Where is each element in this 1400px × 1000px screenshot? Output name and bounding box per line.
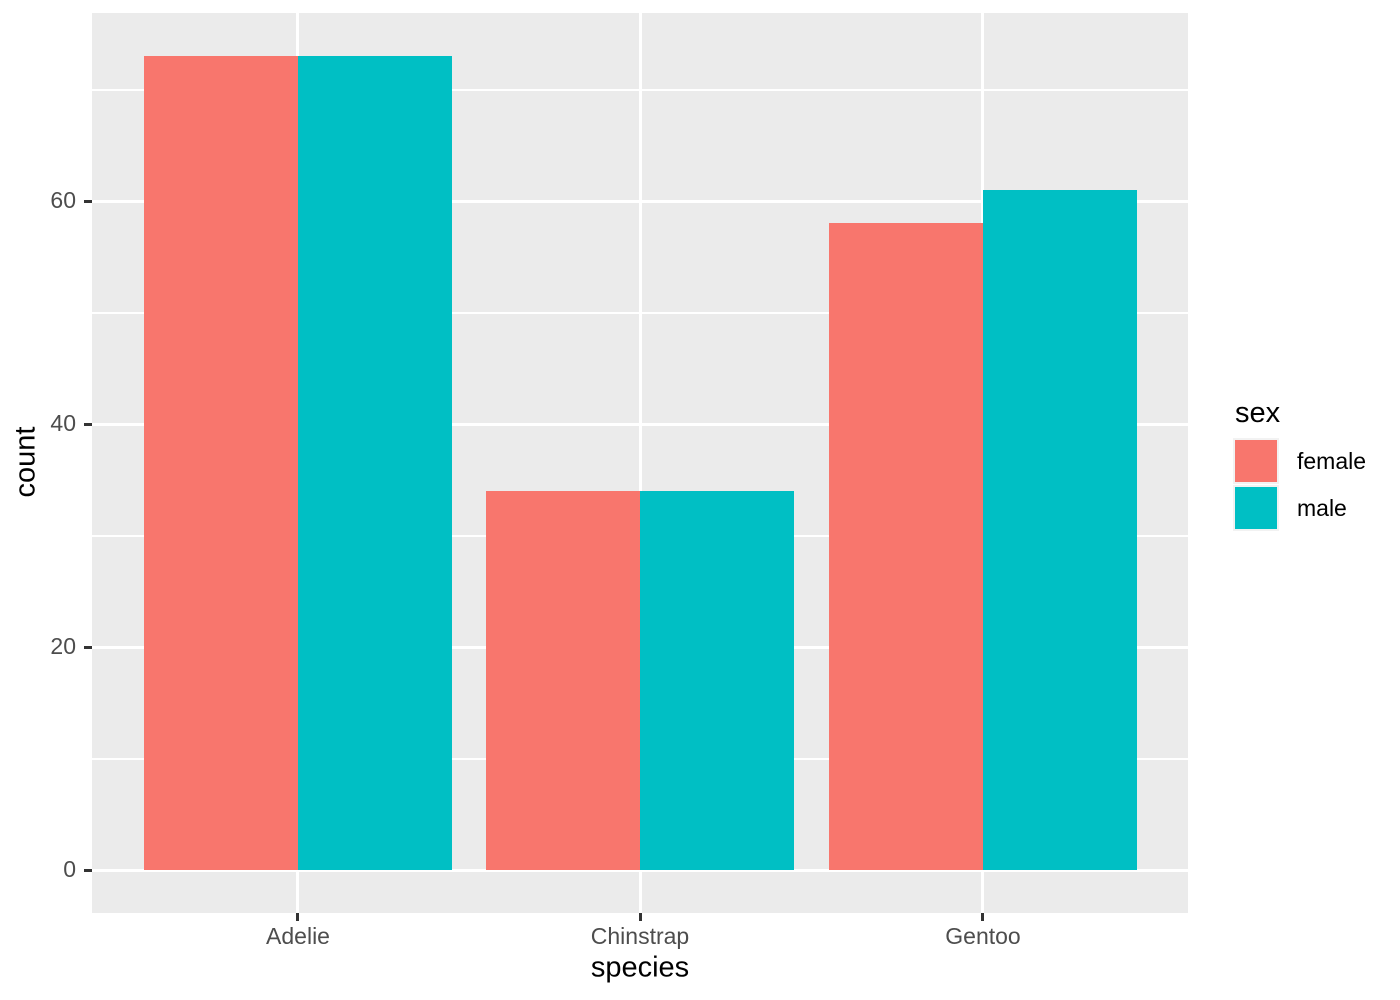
y-tick-label: 0	[63, 856, 76, 882]
legend-label-male: male	[1297, 495, 1347, 521]
y-tick-mark-40	[84, 422, 92, 426]
y-tick-label: 20	[50, 633, 76, 659]
legend-item-female: female	[1233, 438, 1366, 484]
bar-adelie-female	[143, 56, 298, 870]
bar-adelie-male	[297, 56, 452, 870]
x-tick-mark-chinstrap	[638, 913, 642, 921]
y-tick-label: 40	[50, 410, 76, 436]
x-axis-title: species	[590, 951, 690, 984]
plot-panel	[92, 13, 1188, 913]
y-axis-title: count	[9, 426, 42, 498]
legend: sex female male	[1233, 399, 1366, 532]
legend-key-male	[1233, 485, 1279, 531]
legend-swatch-male	[1235, 487, 1277, 529]
legend-label-female: female	[1297, 448, 1367, 474]
bar-gentoo-male	[982, 190, 1137, 870]
bar-gentoo-female	[828, 223, 983, 870]
y-tick-label: 60	[50, 187, 76, 213]
x-tick-mark-adelie	[296, 913, 299, 921]
legend-swatch-female	[1235, 440, 1277, 482]
legend-item-male: male	[1233, 485, 1366, 531]
gridline-x-major-chinstrap	[638, 13, 642, 913]
y-tick-mark-20	[84, 645, 92, 649]
x-tick-label: Gentoo	[945, 923, 1021, 949]
x-tick-label: Chinstrap	[590, 923, 690, 949]
x-tick-label: Adelie	[266, 923, 330, 949]
y-tick-mark-0	[84, 868, 92, 872]
bar-chinstrap-male	[640, 491, 794, 870]
legend-title: sex	[1235, 397, 1281, 429]
y-tick-mark-60	[84, 199, 92, 203]
legend-key-female	[1233, 438, 1279, 484]
x-tick-mark-gentoo	[981, 913, 984, 921]
bar-chinstrap-female	[486, 491, 640, 870]
